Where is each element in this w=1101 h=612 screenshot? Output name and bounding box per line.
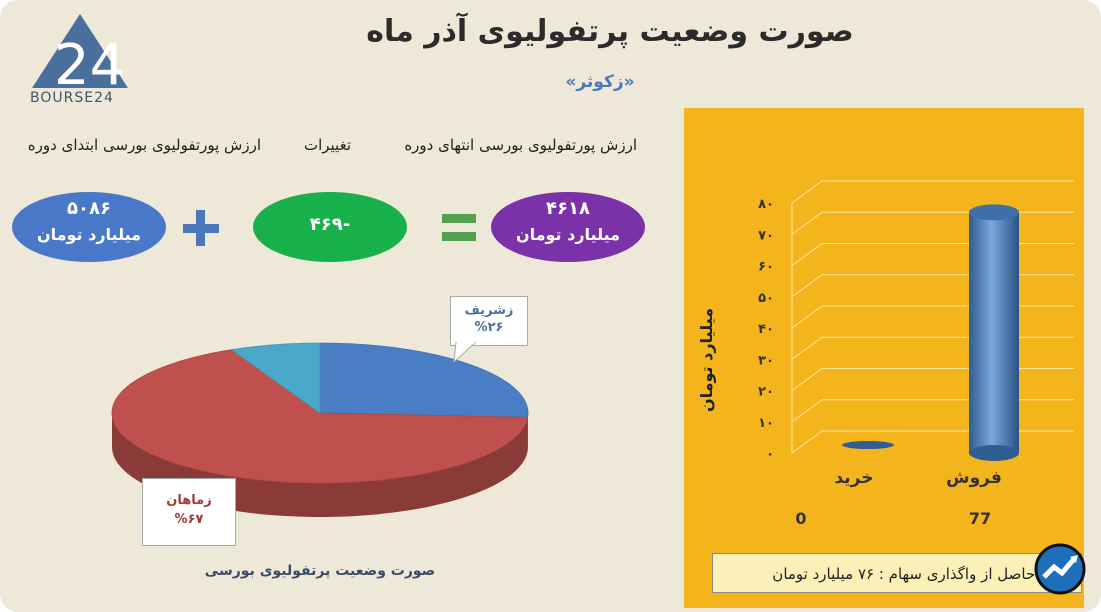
logo-mark-text: 24 (54, 33, 125, 98)
bar-1 (842, 441, 894, 449)
grid-diag-7 (791, 211, 823, 235)
label-end-value: ارزش پورتفولیوی بورسی انتهای دوره (404, 136, 637, 154)
equals-icon (442, 214, 476, 242)
grid-diag-0 (791, 430, 823, 454)
end-value: ۴۶۱۸ (546, 198, 590, 219)
grid-diag-4 (791, 305, 823, 329)
pie-callout-zmahan: زماهان %۶۷ (142, 478, 236, 546)
bar-category-sell: فروش (946, 468, 1002, 488)
bar-category-buy: خرید (834, 468, 874, 488)
page-title: صورت وضعیت پرتفولیوی آذر ماه (366, 14, 854, 49)
y-tick-label-2: ۲۰ (758, 385, 774, 400)
y-tick-label-0: ۰ (766, 447, 774, 462)
y-tick-label-8: ۸۰ (758, 197, 774, 212)
bar-chart-ylabel: میلیارد تومان (697, 308, 716, 412)
triangle-logo-icon: 24 (32, 14, 128, 98)
y-tick-label-4: ۴۰ (758, 322, 774, 337)
end-value-oval: ۴۶۱۸ میلیارد تومان (491, 192, 645, 262)
pie-slice-1 (111, 349, 529, 484)
y-tick-label-1: ۱۰ (758, 416, 774, 431)
grid-diag-3 (791, 336, 823, 360)
y-tick-label-7: ۷۰ (758, 228, 774, 243)
start-value: ۵۰۸۶ (67, 198, 111, 219)
bar-chart-ylabel-wrap: میلیارد تومان (697, 308, 716, 412)
pie-label-zsharif-value: %۲۶ (474, 320, 504, 335)
y-tick-label-6: ۶۰ (758, 260, 774, 275)
grid-diag-6 (791, 243, 823, 266)
label-start-value: ارزش پورتفولیوی بورسی ابتدای دوره (27, 136, 261, 154)
y-tick-label-3: ۳۰ (758, 353, 774, 368)
start-value-oval: ۵۰۸۶ میلیارد تومان (12, 192, 166, 262)
grid-diag-2 (791, 368, 823, 391)
label-change: تغییرات (303, 136, 351, 154)
change-value: -۴۶۹ (309, 214, 351, 235)
grid-diag-8 (791, 180, 823, 204)
pie-label-zmahan-name: زماهان (166, 493, 212, 508)
pie-label-zsharif-name: زشریف (464, 303, 514, 318)
y-tick-label-5: ۵۰ (758, 291, 774, 306)
bar-value-buy: 0 (795, 509, 807, 528)
pie-chart-title: صورت وضعیت پرتفولیوی بورسی (204, 563, 436, 579)
start-unit: میلیارد تومان (36, 225, 142, 244)
chart-trend-icon (1034, 543, 1086, 595)
end-unit: میلیارد تومان (515, 225, 621, 244)
plus-icon (183, 210, 219, 246)
callout-pointer-zsharif (453, 342, 477, 364)
pie-slice-2 (230, 342, 321, 414)
grid-diag-1 (791, 399, 823, 423)
pie-callout-zsharif: زشریف %۲۶ (450, 296, 528, 346)
pie-label-zmahan-value: %۶۷ (174, 512, 204, 527)
grid-diag-5 (791, 274, 823, 298)
page-subtitle: «زکوثر» (565, 72, 635, 92)
bar-0 (969, 204, 1019, 461)
change-value-oval: -۴۶۹ (253, 192, 407, 262)
logo-text: BOURSE24 (30, 90, 114, 106)
bar-value-sell: 77 (968, 509, 992, 528)
pie-slice-0 (319, 342, 529, 418)
trade-bar-chart: ۰ ۱۰ ۲۰ ۳۰ ۴۰ ۵۰ ۶۰ ۷۰ ۸۰ (758, 180, 1074, 462)
profit-note: سود حاصل از واگذاری سهام : ۷۶ میلیارد تو… (712, 553, 1082, 593)
bar-chart-panel: ۰ ۱۰ ۲۰ ۳۰ ۴۰ ۵۰ ۶۰ ۷۰ ۸۰ (684, 108, 1084, 608)
